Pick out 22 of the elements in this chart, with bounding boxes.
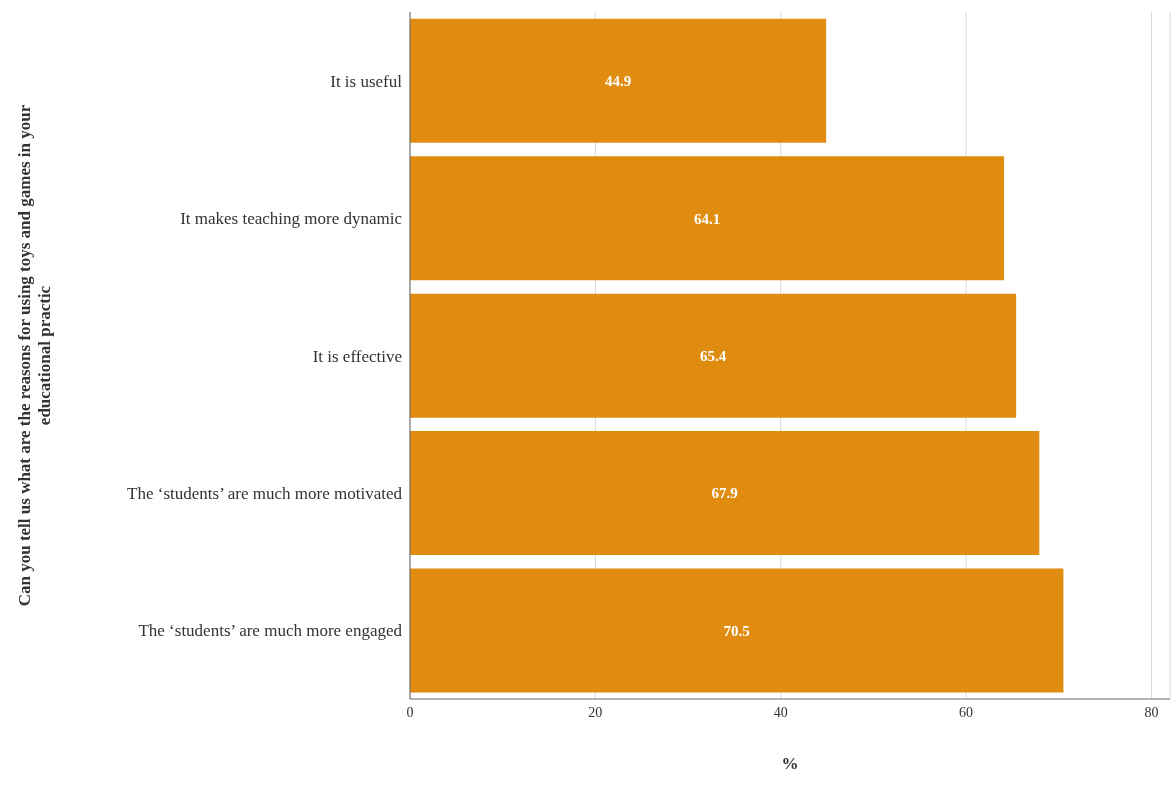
y-axis-title: Can you tell us what are the reasons for using toys and games in your educational practic xyxy=(15,104,54,607)
data-label: 65.4 xyxy=(699,348,727,364)
x-tick-label: 60 xyxy=(959,704,974,720)
y-tick-label: It makes teaching more dynamic xyxy=(180,209,403,229)
x-tick-label: 20 xyxy=(588,704,603,720)
y-tick-label: It is effective xyxy=(312,346,402,366)
data-label: 67.9 xyxy=(711,485,738,502)
bar xyxy=(410,568,1064,693)
data-label: 64.1 xyxy=(693,210,721,227)
bar xyxy=(410,156,1005,281)
bar xyxy=(410,431,1040,556)
y-tick-label: The ‘students’ are much more engaged xyxy=(138,621,403,641)
data-label: 44.9 xyxy=(604,73,632,90)
x-tick-label: 0 xyxy=(406,704,414,720)
bar xyxy=(410,293,1017,418)
data-label: 70.5 xyxy=(723,622,750,639)
bar xyxy=(410,18,827,143)
y-tick-label: The ‘students’ are much more motivated xyxy=(127,483,403,503)
x-tick-label: 80 xyxy=(1144,704,1159,720)
x-tick-label: 40 xyxy=(773,704,788,720)
y-tick-label: It is useful xyxy=(330,71,403,91)
x-axis-title: % xyxy=(781,754,799,773)
